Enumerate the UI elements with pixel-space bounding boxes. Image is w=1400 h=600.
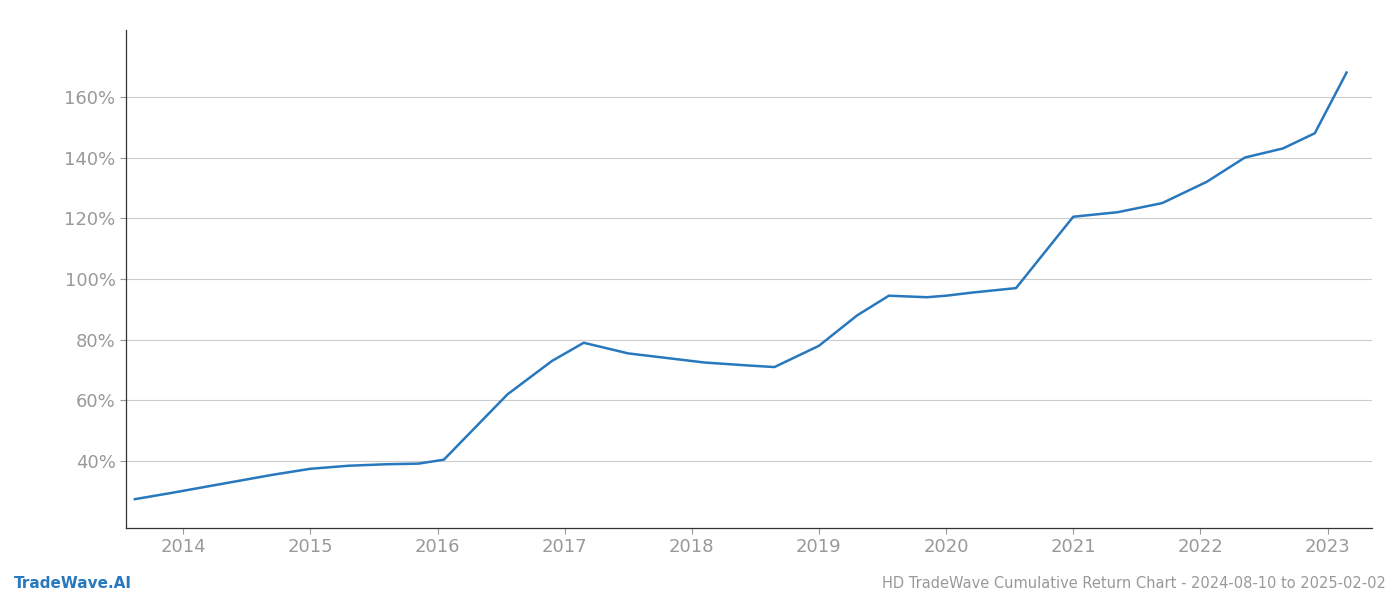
Text: HD TradeWave Cumulative Return Chart - 2024-08-10 to 2025-02-02: HD TradeWave Cumulative Return Chart - 2… <box>882 576 1386 591</box>
Text: TradeWave.AI: TradeWave.AI <box>14 576 132 591</box>
